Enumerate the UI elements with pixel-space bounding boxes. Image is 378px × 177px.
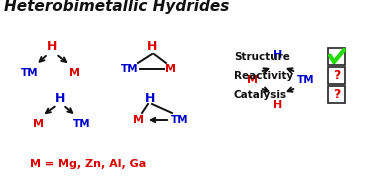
Text: M: M <box>33 119 43 129</box>
Text: Structure: Structure <box>234 52 290 62</box>
Text: TM: TM <box>121 64 139 74</box>
Text: H: H <box>273 50 283 60</box>
Text: H: H <box>145 92 155 104</box>
Text: H: H <box>147 41 157 53</box>
Text: H: H <box>47 41 57 53</box>
Text: ?: ? <box>333 88 340 101</box>
Text: M: M <box>246 75 257 85</box>
Text: M = Mg, Zn, Al, Ga: M = Mg, Zn, Al, Ga <box>30 159 146 169</box>
Bar <box>328 67 345 84</box>
Text: H: H <box>273 100 283 110</box>
Text: M: M <box>133 115 144 125</box>
Text: TM: TM <box>73 119 91 129</box>
Text: Heterobimetallic Hydrides: Heterobimetallic Hydrides <box>4 0 229 15</box>
Text: Catalysis: Catalysis <box>234 90 287 100</box>
Text: H: H <box>55 92 65 104</box>
Text: M: M <box>68 68 79 78</box>
Text: TM: TM <box>21 68 39 78</box>
Bar <box>328 48 345 65</box>
Text: TM: TM <box>171 115 189 125</box>
Text: ?: ? <box>333 69 340 82</box>
Text: M: M <box>164 64 175 74</box>
Text: Reactivity: Reactivity <box>234 71 293 81</box>
Bar <box>328 86 345 103</box>
Text: TM: TM <box>297 75 315 85</box>
